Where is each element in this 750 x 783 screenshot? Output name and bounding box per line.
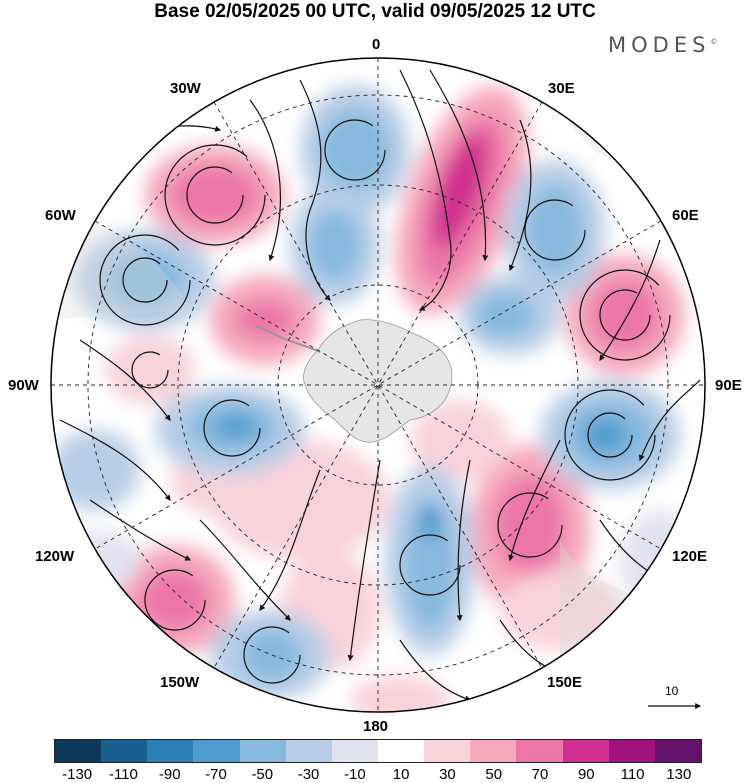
colorbar-tick-label: -90 (158, 766, 181, 783)
colorbar-segment (101, 740, 148, 762)
lon-label-60w: 60W (45, 207, 76, 224)
colorbar-tick-label: -30 (297, 766, 320, 783)
colorbar-segment (331, 740, 378, 762)
colorbar-tick-label: 110 (620, 766, 645, 783)
anomaly-field (51, 58, 705, 712)
lon-label-180: 180 (363, 718, 389, 735)
colorbar-segment (654, 740, 701, 762)
modes-logo: MODES© (608, 33, 717, 57)
colorbar-tick-label: -70 (205, 766, 227, 783)
colorbar-tick-label: -130 (62, 766, 93, 783)
lon-label-60e: 60E (672, 207, 699, 224)
colorbar-segment (193, 740, 240, 762)
lon-label-120w: 120W (35, 548, 75, 565)
lon-label-150e: 150E (547, 674, 583, 691)
colorbar-tick-label: -10 (344, 766, 366, 783)
colorbar-tick-label: 130 (666, 766, 692, 783)
colorbar-segment (608, 740, 655, 762)
colorbar-ticks: -130 -110 -90 -70 -50 -30 -10 10 30 50 70 90 110 130 (0, 766, 750, 783)
map-title: Base 02/05/2025 00 UTC, valid 09/05/2025… (154, 1, 596, 22)
reference-vector-label: 10 (665, 684, 679, 698)
colorbar-segment (424, 740, 471, 762)
lon-label-30w: 30W (170, 80, 201, 97)
colorbar-tick-label: 30 (439, 766, 456, 783)
map-boundary (50, 57, 706, 713)
colorbar-tick-label: 50 (485, 766, 503, 783)
colorbar-segment (239, 740, 286, 762)
colorbar (54, 739, 702, 763)
colorbar-tick-label: -110 (108, 766, 138, 783)
graticule (51, 58, 705, 712)
colorbar-segment (516, 740, 563, 762)
colorbar-tick-label: 90 (577, 766, 595, 783)
colorbar-segment (470, 740, 517, 762)
lon-label-30e: 30E (548, 80, 575, 97)
lon-label-150w: 150W (160, 674, 200, 691)
lon-label-120e: 120E (672, 548, 708, 565)
colorbar-segment (55, 740, 102, 762)
colorbar-tick-label: 10 (392, 766, 410, 783)
colorbar-segment (285, 740, 332, 762)
colorbar-segment (377, 740, 425, 762)
antarctic-peninsula (255, 325, 321, 353)
colorbar-tick-label: 70 (531, 766, 549, 783)
copyright-mark: © (710, 38, 718, 46)
brand-text: MODES (608, 33, 711, 57)
colorbar-segment (562, 740, 609, 762)
lon-label-90w: 90W (8, 377, 39, 394)
lon-label-90e: 90E (715, 377, 742, 394)
colorbar-tick-label: -50 (251, 766, 274, 783)
lon-label-0: 0 (372, 36, 381, 53)
colorbar-segment (147, 740, 194, 762)
